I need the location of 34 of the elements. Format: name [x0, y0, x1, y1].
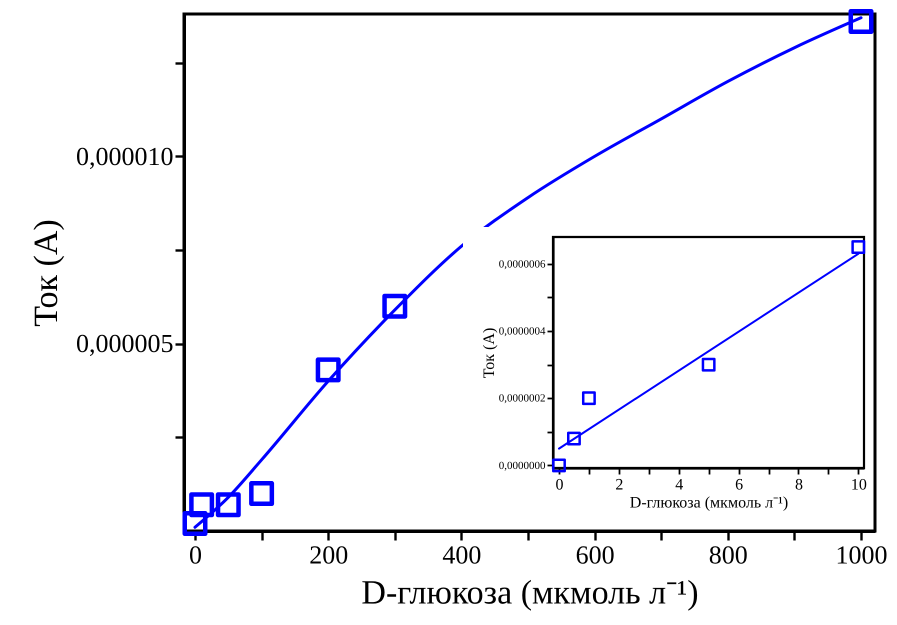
x-tick-label: 8 — [794, 476, 803, 494]
y-tick-label: 0,0000000 — [498, 460, 546, 472]
point — [582, 391, 596, 406]
point — [567, 432, 581, 446]
y-tick-label: 0,000005 — [76, 329, 174, 358]
y-tick-label: 0,0000006 — [498, 258, 546, 270]
x-tick-label: 6 — [735, 476, 744, 494]
y-tick-label: 0,0000004 — [498, 326, 546, 338]
point — [702, 358, 716, 372]
point — [249, 481, 274, 506]
y-axis-title: Ток (A) — [28, 219, 65, 327]
x-tick-label: 2 — [615, 476, 624, 494]
y-tick-label: 0,000010 — [76, 142, 174, 171]
point — [851, 240, 866, 254]
x-tick-label: 800 — [708, 540, 748, 570]
point — [848, 8, 874, 34]
x-axis-title: D-глюкоза (мкмоль л⁻¹) — [630, 494, 788, 512]
point — [216, 492, 241, 518]
x-tick-label: 600 — [576, 540, 615, 570]
point — [316, 357, 341, 382]
x-tick-label: 0 — [188, 540, 202, 570]
x-tick-label: 4 — [675, 476, 684, 494]
x-tick-label: 1000 — [836, 540, 888, 570]
y-axis-title: Ток (A) — [480, 328, 498, 378]
x-tick-label: 10 — [850, 476, 867, 494]
x-tick-label: 200 — [309, 540, 348, 570]
point — [182, 511, 208, 536]
x-tick-label: 400 — [442, 540, 482, 570]
point — [189, 492, 214, 518]
y-tick-label: 0,0000002 — [498, 392, 546, 405]
x-tick-label: 0 — [555, 476, 564, 494]
point — [382, 294, 408, 319]
x-axis-title: D-глюкоза (мкмоль л⁻¹) — [361, 574, 699, 612]
point — [552, 458, 566, 472]
